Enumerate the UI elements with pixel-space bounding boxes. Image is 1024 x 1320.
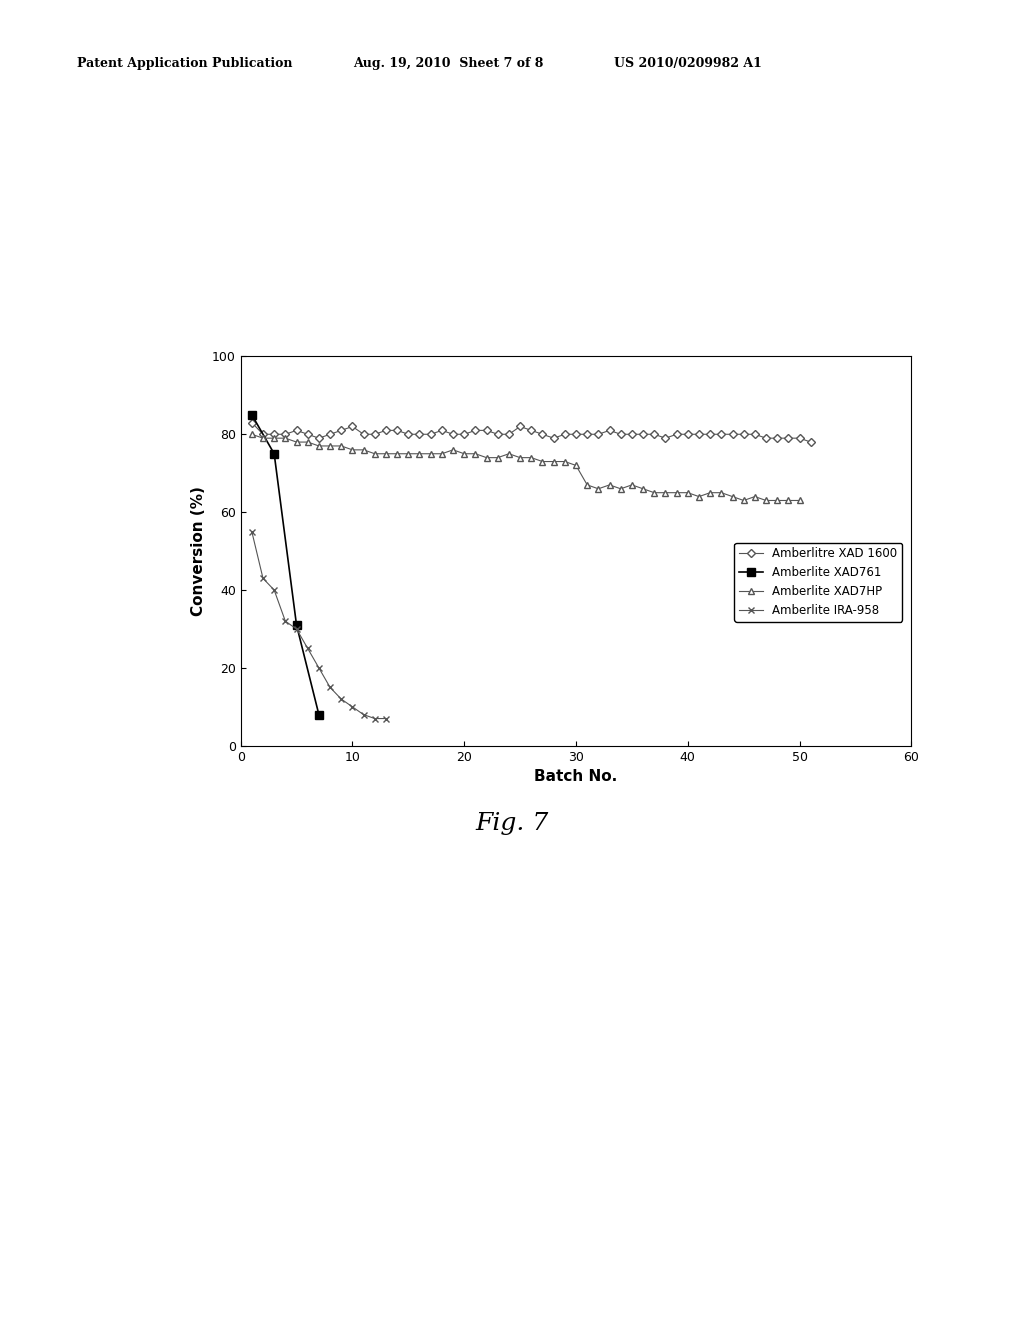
Amberlite XAD7HP (525, 450, 538, 466)
Amberlite XAD7HP (760, 492, 772, 508)
Amberlitre XAD 1600 (369, 426, 381, 442)
Amberlite XAD7HP (659, 484, 672, 500)
Amberlite XAD7HP (705, 484, 717, 500)
Amberlitre XAD 1600 (614, 426, 627, 442)
Amberlite XAD7HP (446, 442, 459, 458)
Amberlite XAD7HP (346, 442, 358, 458)
Amberlite IRA-958 (257, 570, 269, 586)
Amberlite IRA-958 (246, 524, 258, 540)
Amberlite XAD7HP (514, 450, 526, 466)
Amberlite XAD7HP (425, 446, 437, 462)
Amberlite XAD7HP (771, 492, 783, 508)
Amberlite XAD7HP (357, 442, 370, 458)
Amberlite XAD7HP (592, 480, 604, 496)
Amberlite XAD761 (291, 618, 303, 634)
Line: Amberlite IRA-958: Amberlite IRA-958 (249, 528, 389, 722)
Amberlite XAD7HP (715, 484, 727, 500)
Amberlite IRA-958 (280, 614, 292, 630)
Amberlite XAD7HP (614, 480, 627, 496)
Amberlite IRA-958 (268, 582, 281, 598)
Amberlite IRA-958 (335, 692, 347, 708)
Amberlite XAD7HP (391, 446, 403, 462)
Amberlite XAD7HP (458, 446, 470, 462)
Amberlitre XAD 1600 (794, 430, 806, 446)
Amberlite XAD7HP (682, 484, 694, 500)
Line: Amberlitre XAD 1600: Amberlitre XAD 1600 (249, 420, 813, 445)
Amberlite XAD7HP (257, 430, 269, 446)
Amberlite XAD7HP (335, 438, 347, 454)
Amberlite XAD7HP (291, 434, 303, 450)
Amberlite XAD7HP (569, 458, 582, 474)
Amberlite XAD7HP (603, 477, 615, 492)
Y-axis label: Conversion (%): Conversion (%) (191, 486, 207, 616)
Amberlite IRA-958 (369, 710, 381, 726)
Amberlite IRA-958 (380, 710, 392, 726)
Amberlite XAD7HP (782, 492, 795, 508)
Amberlite XAD7HP (637, 480, 649, 496)
Amberlite XAD7HP (414, 446, 426, 462)
Amberlite XAD7HP (648, 484, 660, 500)
Amberlite XAD7HP (559, 454, 571, 470)
X-axis label: Batch No.: Batch No. (535, 770, 617, 784)
Amberlite XAD7HP (749, 488, 761, 504)
Line: Amberlite XAD7HP: Amberlite XAD7HP (249, 432, 803, 503)
Amberlite IRA-958 (324, 680, 336, 696)
Amberlitre XAD 1600 (425, 426, 437, 442)
Amberlite XAD7HP (503, 446, 515, 462)
Amberlite XAD7HP (537, 454, 549, 470)
Text: Fig. 7: Fig. 7 (475, 812, 549, 834)
Amberlite XAD7HP (369, 446, 381, 462)
Line: Amberlite XAD761: Amberlite XAD761 (248, 411, 323, 719)
Amberlitre XAD 1600 (648, 426, 660, 442)
Amberlite XAD7HP (246, 426, 258, 442)
Amberlite XAD7HP (301, 434, 313, 450)
Amberlite IRA-958 (346, 698, 358, 714)
Amberlitre XAD 1600 (414, 426, 426, 442)
Amberlite XAD7HP (548, 454, 560, 470)
Amberlite XAD7HP (626, 477, 638, 492)
Amberlite XAD761 (268, 446, 281, 462)
Amberlite XAD7HP (312, 438, 325, 454)
Amberlite XAD7HP (436, 446, 449, 462)
Amberlite XAD7HP (492, 450, 504, 466)
Amberlite XAD7HP (402, 446, 415, 462)
Amberlite XAD7HP (469, 446, 481, 462)
Amberlite XAD7HP (480, 450, 493, 466)
Amberlite XAD7HP (794, 492, 806, 508)
Amberlite XAD7HP (268, 430, 281, 446)
Amberlite XAD7HP (693, 488, 706, 504)
Amberlitre XAD 1600 (246, 414, 258, 430)
Amberlite XAD7HP (280, 430, 292, 446)
Text: US 2010/0209982 A1: US 2010/0209982 A1 (614, 57, 762, 70)
Amberlite XAD761 (246, 407, 258, 422)
Amberlite XAD7HP (380, 446, 392, 462)
Amberlite IRA-958 (301, 640, 313, 656)
Legend: Amberlitre XAD 1600, Amberlite XAD761, Amberlite XAD7HP, Amberlite IRA-958: Amberlitre XAD 1600, Amberlite XAD761, A… (734, 543, 902, 622)
Amberlite XAD761 (312, 706, 325, 722)
Amberlite XAD7HP (737, 492, 750, 508)
Amberlite IRA-958 (291, 622, 303, 638)
Amberlitre XAD 1600 (805, 434, 817, 450)
Text: Aug. 19, 2010  Sheet 7 of 8: Aug. 19, 2010 Sheet 7 of 8 (353, 57, 544, 70)
Amberlite XAD7HP (324, 438, 336, 454)
Amberlite XAD7HP (671, 484, 683, 500)
Amberlite IRA-958 (357, 706, 370, 722)
Amberlite IRA-958 (312, 660, 325, 676)
Text: Patent Application Publication: Patent Application Publication (77, 57, 292, 70)
Amberlite XAD7HP (581, 477, 593, 492)
Amberlite XAD7HP (726, 488, 738, 504)
